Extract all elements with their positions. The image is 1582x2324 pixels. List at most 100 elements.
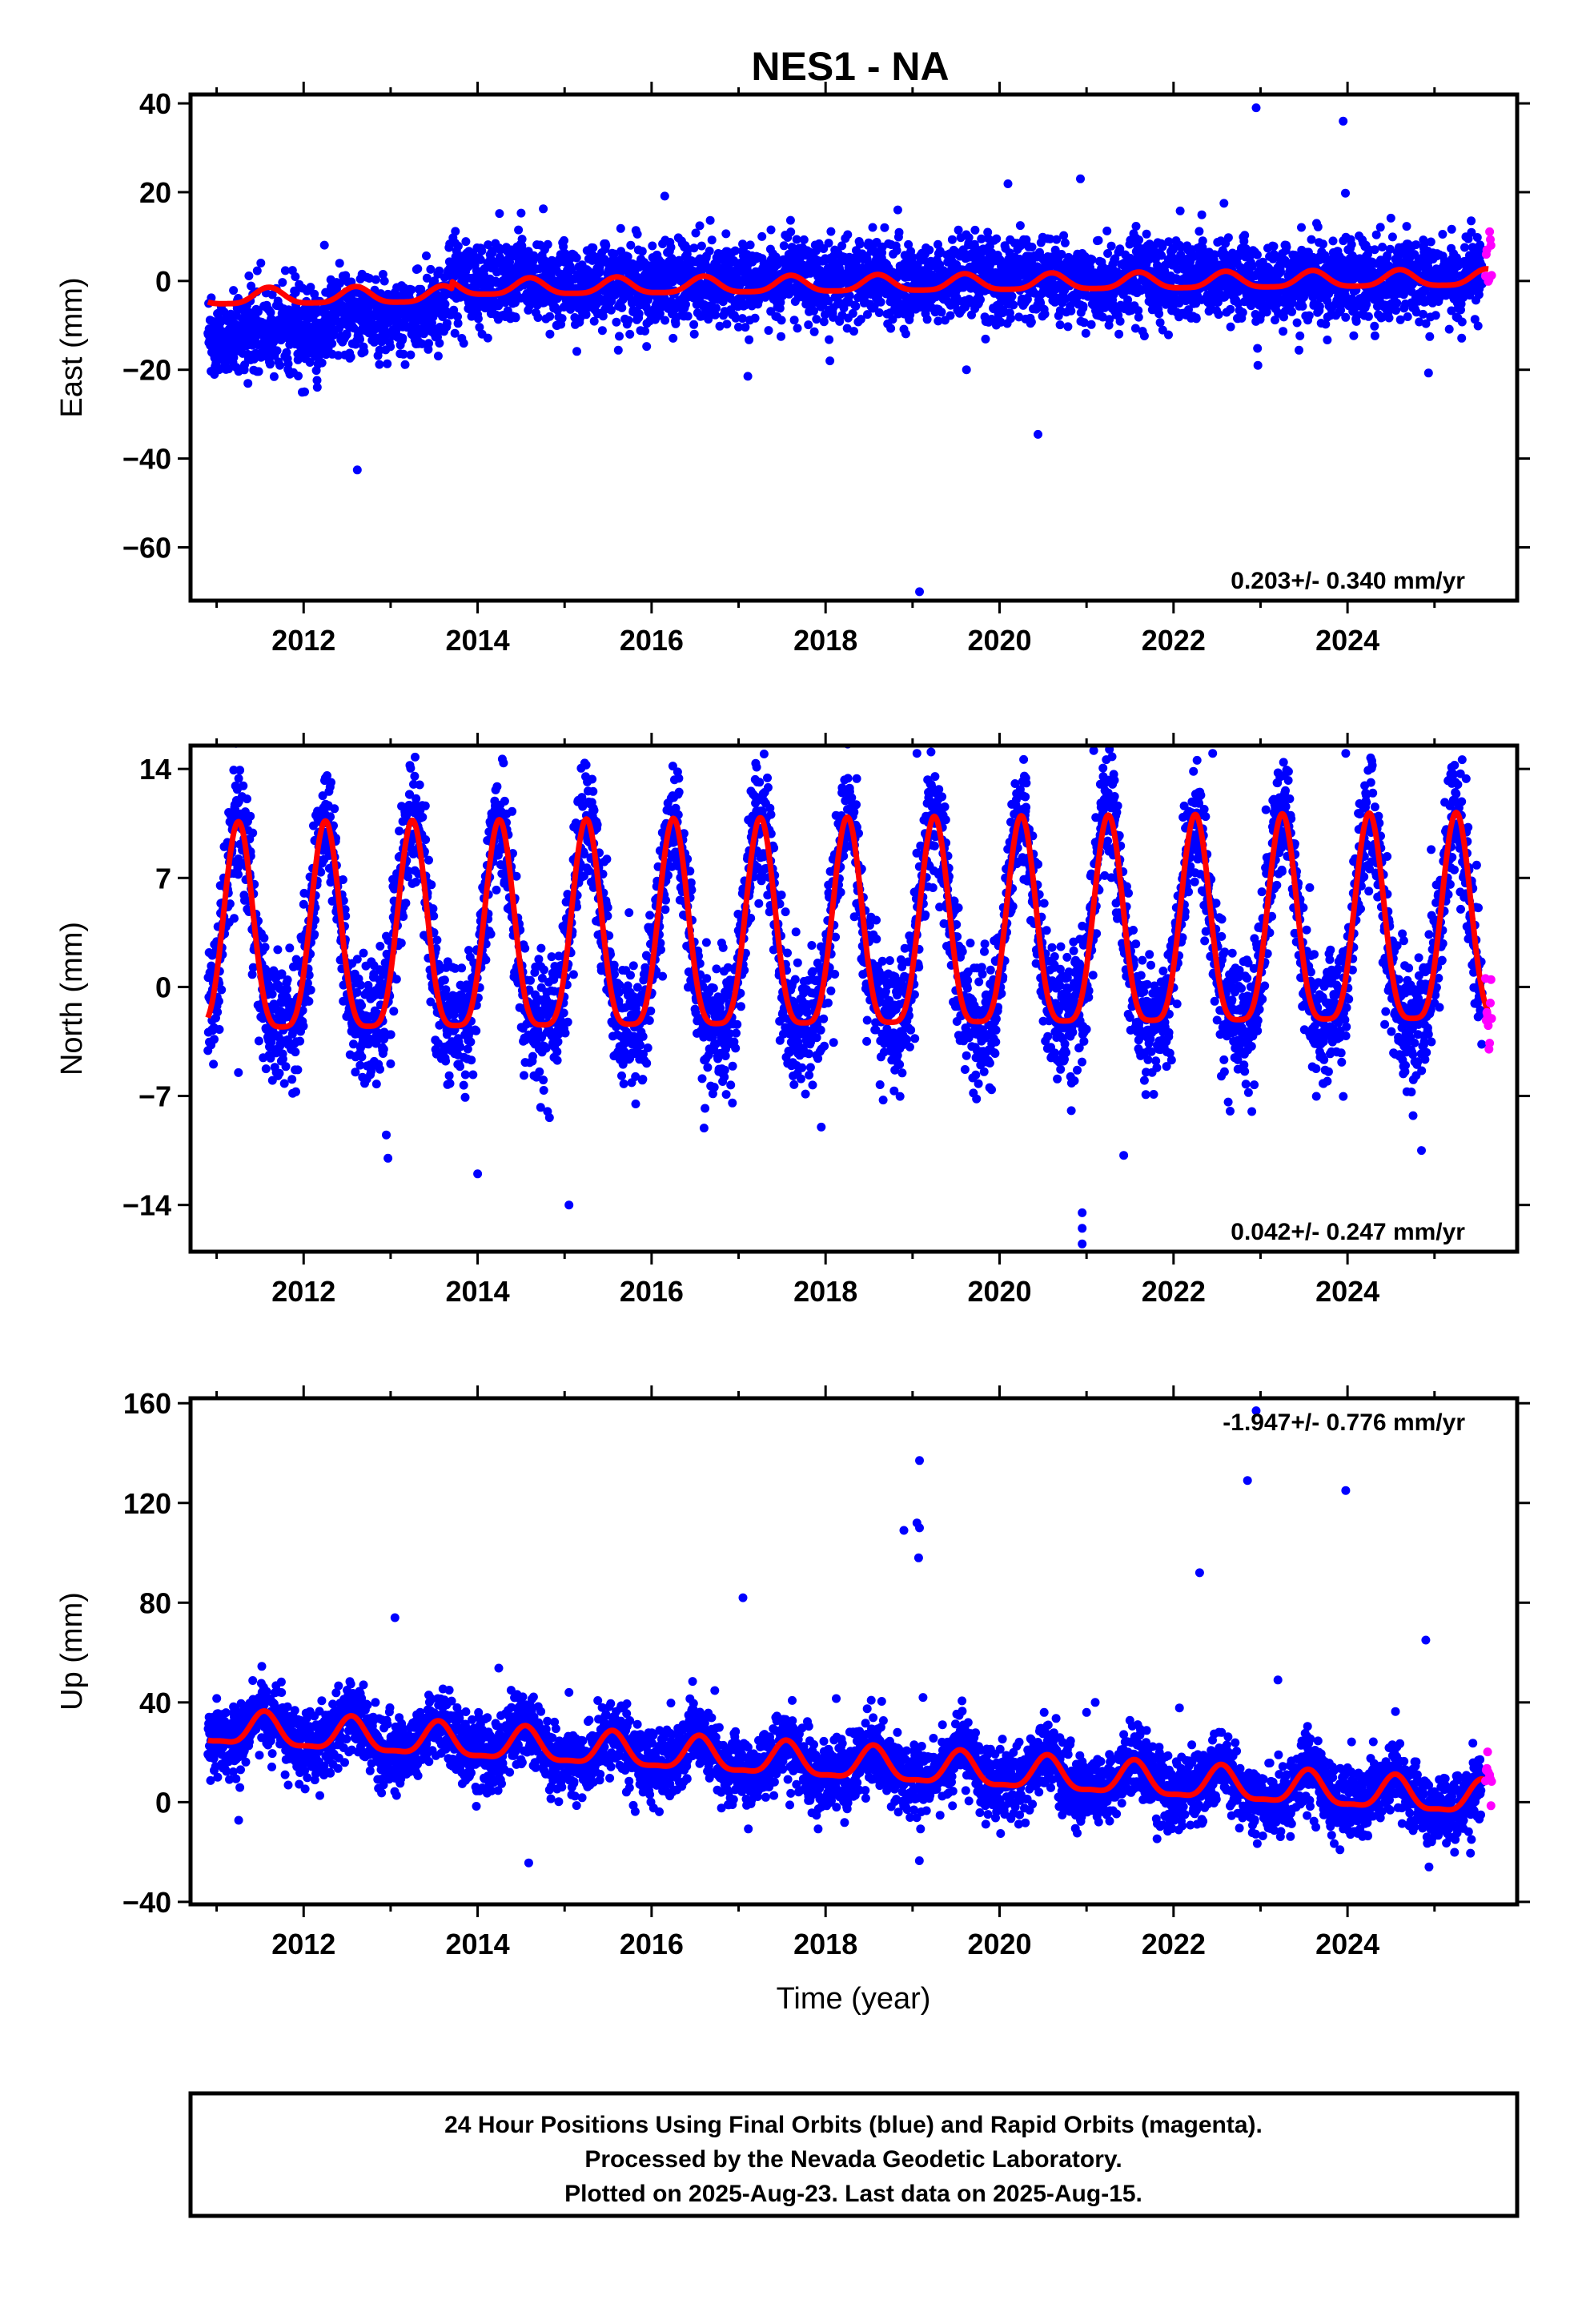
east-data-point — [359, 347, 369, 356]
east-data-point — [789, 316, 799, 325]
east-data-point — [435, 266, 444, 275]
east-data-point — [1027, 243, 1037, 251]
east-data-point — [1009, 300, 1018, 310]
east-data-point — [1223, 233, 1233, 243]
east-data-point — [229, 286, 239, 296]
east-data-point — [809, 306, 818, 316]
east-data-point — [275, 360, 285, 370]
east-data-point — [888, 315, 897, 324]
east-data-point — [1387, 232, 1397, 242]
north-data-point — [235, 766, 245, 775]
east-data-point — [1139, 332, 1149, 340]
east-data-point — [843, 230, 853, 239]
east-data-point — [342, 330, 351, 340]
east-data-point — [1426, 237, 1435, 247]
east-data-point — [863, 310, 872, 320]
east-x-tick-label: 2012 — [271, 624, 335, 657]
north-data-point — [234, 774, 243, 783]
east-data-point — [826, 227, 836, 236]
east-data-point — [695, 221, 705, 231]
east-data-point — [947, 235, 957, 244]
east-data-point — [1197, 210, 1207, 219]
east-data-point — [426, 264, 436, 274]
east-data-point — [424, 339, 433, 348]
east-data-point — [1131, 222, 1141, 231]
east-data-point — [475, 323, 484, 332]
east-data-point — [488, 247, 497, 257]
east-data-point — [1014, 312, 1024, 322]
east-data-point — [1292, 318, 1302, 328]
east-data-point — [1063, 322, 1073, 332]
east-data-point — [615, 332, 624, 341]
east-data-point — [589, 316, 599, 326]
east-rapid-point — [1487, 271, 1496, 280]
east-data-point — [1269, 242, 1279, 251]
east-data-point — [913, 260, 922, 269]
east-data-point — [305, 358, 315, 367]
east-data-point — [280, 266, 290, 275]
east-data-point — [269, 372, 279, 381]
east-outlier-point — [625, 329, 635, 339]
east-data-point — [400, 360, 410, 369]
east-data-point — [712, 304, 721, 313]
east-data-point — [1297, 223, 1306, 232]
east-data-point — [612, 317, 621, 327]
east-data-point — [453, 319, 463, 328]
east-data-point — [745, 240, 755, 250]
east-data-point — [1341, 312, 1351, 322]
east-data-point — [224, 364, 234, 374]
east-rapid-point — [1485, 227, 1495, 236]
east-x-tick-label: 2016 — [620, 624, 684, 657]
east-data-point — [1290, 251, 1299, 260]
east-data-point — [1158, 325, 1167, 335]
east-data-point — [934, 239, 942, 249]
east-data-point — [1328, 236, 1338, 246]
east-data-point — [634, 309, 644, 319]
east-data-point — [1098, 312, 1107, 322]
east-data-point — [449, 305, 459, 315]
east-data-point — [334, 351, 343, 360]
east-data-point — [1347, 239, 1356, 249]
east-data-point — [598, 312, 608, 321]
east-data-point — [375, 360, 384, 369]
east-data-point — [278, 278, 287, 287]
east-data-point — [244, 271, 254, 280]
east-data-point — [987, 315, 996, 324]
north-final-points — [203, 746, 1487, 1248]
east-data-point — [254, 307, 263, 316]
east-data-point — [606, 305, 616, 315]
east-rapid-points — [1481, 227, 1496, 286]
east-data-point — [588, 243, 598, 252]
east-data-point — [704, 315, 713, 324]
east-rapid-point — [1486, 240, 1496, 250]
east-data-point — [707, 235, 717, 245]
east-data-point — [1142, 229, 1151, 239]
east-data-point — [428, 312, 438, 322]
east-data-point — [543, 239, 552, 249]
east-data-point — [378, 270, 387, 279]
east-data-point — [946, 311, 955, 320]
east-data-point — [777, 332, 785, 341]
east-data-point — [1378, 243, 1387, 251]
east-data-point — [1059, 231, 1069, 240]
east-data-point — [892, 246, 901, 255]
east-data-point — [1252, 250, 1262, 259]
east-data-point — [874, 308, 884, 317]
east-outlier-point — [1339, 116, 1348, 126]
east-outlier-point — [1251, 103, 1261, 113]
east-data-point — [809, 327, 819, 336]
east-y-tick-label: −20 — [122, 354, 171, 387]
east-data-point — [317, 358, 327, 368]
east-data-point — [689, 329, 699, 339]
east-data-point — [422, 251, 431, 260]
east-data-point — [398, 333, 408, 343]
east-data-point — [1276, 267, 1286, 276]
north-data-point — [243, 794, 251, 804]
east-data-point — [1168, 245, 1178, 255]
east-data-point — [1385, 244, 1395, 254]
east-data-point — [440, 300, 450, 309]
east-data-point — [306, 283, 315, 292]
east-data-point — [1136, 286, 1146, 296]
east-data-point — [722, 320, 732, 329]
east-data-point — [1164, 237, 1174, 247]
